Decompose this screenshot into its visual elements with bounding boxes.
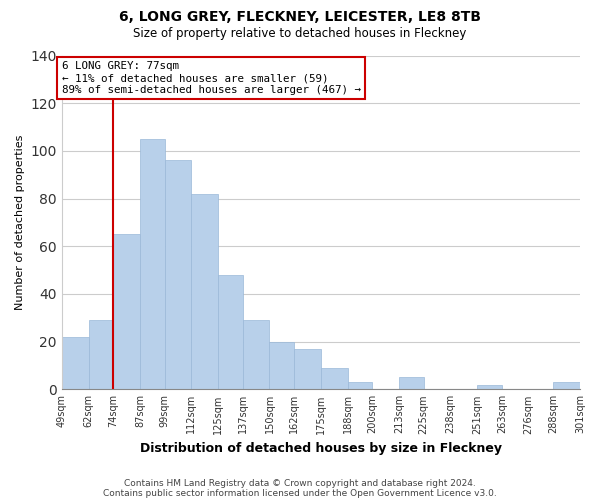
- Bar: [294, 349, 321, 390]
- Text: Contains HM Land Registry data © Crown copyright and database right 2024.: Contains HM Land Registry data © Crown c…: [124, 478, 476, 488]
- Bar: [321, 368, 347, 390]
- Y-axis label: Number of detached properties: Number of detached properties: [15, 134, 25, 310]
- Bar: [477, 384, 502, 390]
- Bar: [113, 234, 140, 390]
- Bar: [399, 378, 424, 390]
- Text: 6 LONG GREY: 77sqm
← 11% of detached houses are smaller (59)
89% of semi-detache: 6 LONG GREY: 77sqm ← 11% of detached hou…: [62, 62, 361, 94]
- Bar: [164, 160, 191, 390]
- Text: Contains public sector information licensed under the Open Government Licence v3: Contains public sector information licen…: [103, 488, 497, 498]
- Bar: [62, 337, 89, 390]
- Bar: [191, 194, 218, 390]
- Bar: [347, 382, 373, 390]
- X-axis label: Distribution of detached houses by size in Fleckney: Distribution of detached houses by size …: [140, 442, 502, 455]
- Bar: [218, 275, 243, 390]
- Bar: [243, 320, 269, 390]
- Bar: [89, 320, 113, 390]
- Bar: [140, 139, 164, 390]
- Text: 6, LONG GREY, FLECKNEY, LEICESTER, LE8 8TB: 6, LONG GREY, FLECKNEY, LEICESTER, LE8 8…: [119, 10, 481, 24]
- Bar: [269, 342, 294, 390]
- Bar: [553, 382, 580, 390]
- Text: Size of property relative to detached houses in Fleckney: Size of property relative to detached ho…: [133, 28, 467, 40]
